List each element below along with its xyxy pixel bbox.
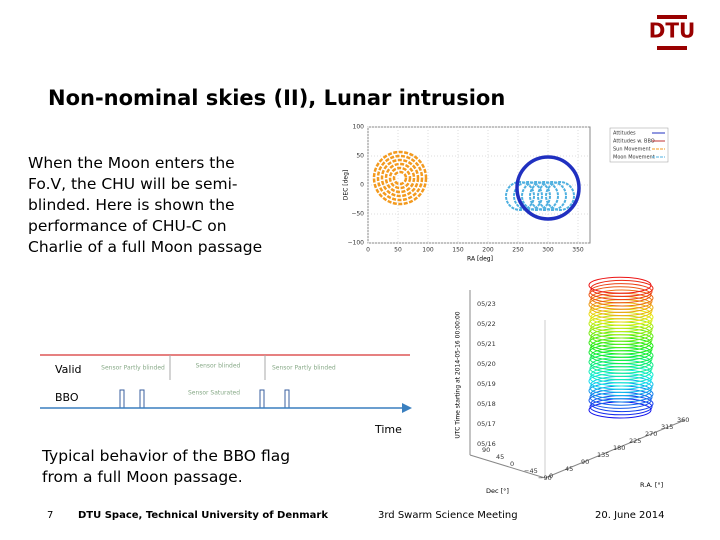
- ra-label: R.A. [°]: [640, 481, 663, 489]
- axis-line: [544, 419, 686, 479]
- x-tick-label: 200: [482, 247, 494, 254]
- y-tick-label: 0: [360, 182, 364, 189]
- valid-label: Valid: [55, 363, 82, 376]
- z-tick-label: 05/17: [477, 420, 496, 428]
- trace-ring: [589, 283, 653, 301]
- dec-tick-label: 90: [482, 446, 490, 454]
- x-tick-label: 300: [542, 247, 554, 254]
- legend-box: [609, 127, 669, 163]
- x-tick-label: 150: [452, 247, 464, 254]
- footer-org: DTU Space, Technical University of Denma…: [78, 510, 328, 521]
- logo-bar: [657, 46, 687, 50]
- dec-tick-label: −45: [524, 467, 538, 475]
- time-label: Time: [374, 423, 402, 436]
- axis-line: [469, 454, 546, 479]
- bbo-label: BBO: [55, 391, 79, 404]
- x-tick-label: 50: [394, 247, 402, 254]
- phase-note: Sensor Saturated: [188, 390, 240, 397]
- y-tick-label: −50: [351, 211, 364, 218]
- dec-tick-label: 0: [510, 460, 514, 468]
- ra-tick-label: 270: [645, 430, 657, 438]
- page-number: 7: [47, 510, 54, 521]
- z-axis-label: UTC Time starting at 2014-05-16 00:00:00: [455, 311, 462, 438]
- text-line: Charlie of a full Moon passage: [28, 238, 263, 256]
- legend-label: Attitudes w. BBO: [613, 139, 655, 145]
- y-tick-label: 50: [356, 153, 364, 160]
- y-tick-label: 100: [353, 124, 365, 131]
- trace-ring: [588, 286, 652, 304]
- ra-tick-label: 360: [677, 416, 689, 424]
- moon-trace: [545, 181, 575, 211]
- ra-tick-label: 90: [581, 458, 589, 466]
- moon-trace: [529, 181, 559, 211]
- phase-note: Sensor blinded: [196, 363, 241, 370]
- logo-bar: [657, 15, 687, 19]
- slide-title: Non-nominal skies (II), Lunar intrusion: [48, 86, 506, 110]
- dec-label: Dec [°]: [486, 487, 509, 495]
- text-line: blinded. Here is shown the: [28, 196, 235, 214]
- phase-note: Sensor Partly blinded: [272, 365, 336, 372]
- text-line: Fo.V, the CHU will be semi-: [28, 175, 238, 193]
- z-tick-label: 05/21: [477, 340, 496, 348]
- dec-tick-label: 45: [496, 453, 504, 461]
- moon-attitude-ring: [515, 155, 581, 221]
- text-line: Typical behavior of the BBO flag: [42, 447, 291, 465]
- ra-tick-label: 225: [629, 437, 641, 445]
- x-tick-label: 350: [572, 247, 584, 254]
- x-tick-label: 250: [512, 247, 524, 254]
- footer-date: 20. June 2014: [595, 510, 665, 521]
- z-tick-label: 05/20: [477, 360, 496, 368]
- dec-tick-label: −90: [538, 474, 552, 482]
- moon-trace: [521, 181, 551, 211]
- text-line: performance of CHU-C on: [28, 217, 227, 235]
- z-tick-label: 05/23: [477, 300, 496, 308]
- sun-ring: [384, 162, 416, 194]
- z-tick-label: 05/19: [477, 380, 496, 388]
- x-tick-label: 100: [422, 247, 434, 254]
- logo: DTU: [649, 19, 695, 43]
- ra-tick-label: 0: [549, 472, 553, 480]
- footer-event: 3rd Swarm Science Meeting: [378, 510, 518, 521]
- x-tick-label: 0: [366, 247, 370, 254]
- sun-ring: [388, 166, 412, 190]
- legend-label: Sun Movement: [613, 147, 651, 153]
- z-tick-label: 05/22: [477, 320, 496, 328]
- caption: Typical behavior of the BBO flag from a f…: [42, 446, 290, 488]
- sun-ring: [392, 170, 408, 186]
- ra-tick-label: 180: [613, 444, 625, 452]
- moon-trace: [505, 181, 535, 211]
- z-tick-label: 05/16: [477, 440, 496, 448]
- legend-label: Moon Movement: [613, 155, 655, 161]
- sun-ring: [380, 158, 420, 198]
- phase-note: Sensor Partly blinded: [101, 365, 165, 372]
- y-axis-label: DEC [deg]: [343, 170, 350, 201]
- text-line: When the Moon enters the: [28, 154, 235, 172]
- z-tick-label: 05/18: [477, 400, 496, 408]
- ra-tick-label: 135: [597, 451, 609, 459]
- time-arrow: [402, 403, 412, 413]
- sun-ring: [372, 150, 428, 206]
- legend-label: Attitudes: [613, 131, 636, 137]
- moon-trace: [537, 181, 567, 211]
- body-text: When the Moon enters the Fo.V, the CHU wi…: [28, 153, 262, 258]
- sun-ring: [376, 154, 424, 202]
- ra-tick-label: 45: [565, 465, 573, 473]
- y-tick-label: −100: [348, 240, 365, 247]
- trace-ring: [588, 276, 652, 294]
- text-line: from a full Moon passage.: [42, 468, 243, 486]
- ra-tick-label: 315: [661, 423, 673, 431]
- x-axis-label: RA [deg]: [467, 256, 493, 263]
- bbo-signal: [40, 389, 300, 409]
